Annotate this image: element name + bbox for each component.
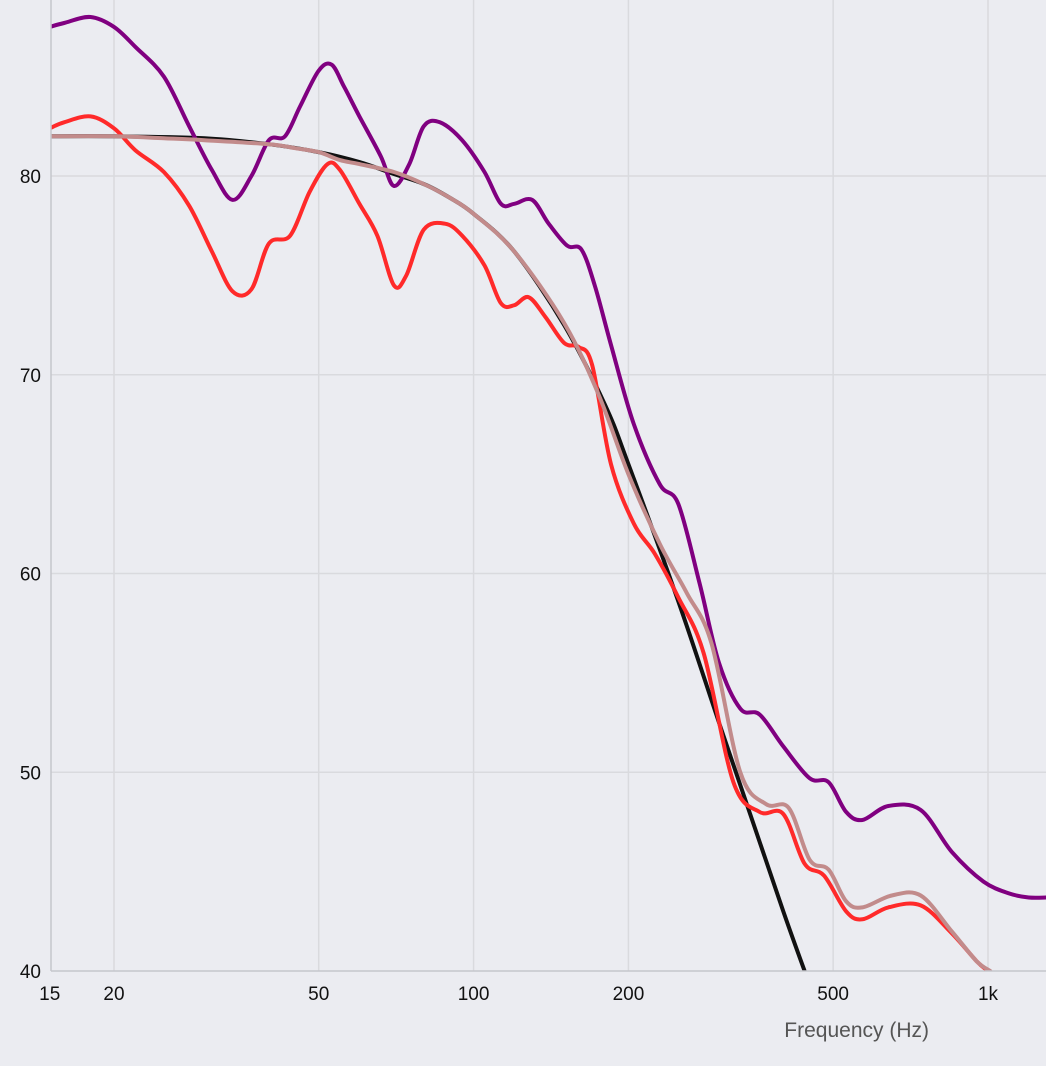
series-lines xyxy=(51,14,1046,971)
purple-response-line xyxy=(51,14,1046,900)
grid xyxy=(51,0,1046,971)
x-tick-label: 15 xyxy=(39,984,60,1005)
axes: 15 20 50 100 200 500 1k 40 50 60 70 80 xyxy=(20,0,1046,1005)
x-tick-label: 20 xyxy=(103,984,124,1005)
y-tick-label: 50 xyxy=(20,763,41,784)
x-tick-label: 1k xyxy=(978,984,999,1005)
y-tick-label: 60 xyxy=(20,565,41,586)
x-tick-label: 50 xyxy=(308,984,329,1005)
y-tick-label: 70 xyxy=(20,366,41,387)
x-axis-title: Frequency (Hz) xyxy=(784,1019,929,1042)
x-tick-label: 500 xyxy=(817,984,849,1005)
x-tick-label: 100 xyxy=(458,984,490,1005)
x-tick-label: 200 xyxy=(613,984,645,1005)
red-response-line xyxy=(51,114,990,971)
y-tick-label: 80 xyxy=(20,167,41,188)
pink-response-line xyxy=(51,134,993,971)
y-tick-label: 40 xyxy=(20,962,41,983)
